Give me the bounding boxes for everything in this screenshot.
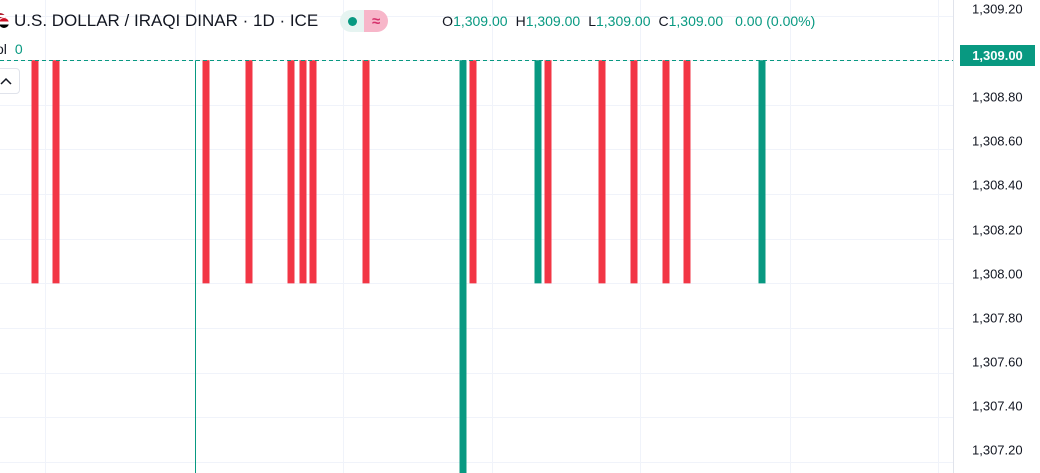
currency-flag-icon <box>0 13 10 29</box>
candle-body <box>534 60 542 284</box>
last-price-badge: 1,309.00 <box>960 45 1035 66</box>
candle-body <box>287 60 295 284</box>
price-tick-label: 1,308.60 <box>972 133 1023 149</box>
ohlc-low: L1,309.00 <box>588 13 651 29</box>
ohlc-close: C1,309.00 <box>658 13 724 29</box>
ohlc-open: O1,309.00 <box>442 13 508 29</box>
volume-value: 0 <box>14 41 23 57</box>
price-change: 0.00 (0.00%) <box>735 13 816 29</box>
candle-body <box>52 60 60 284</box>
candle-body <box>31 60 39 284</box>
candle-body <box>362 60 370 284</box>
candle-body <box>469 60 477 284</box>
price-tick-label: 1,307.60 <box>972 354 1023 370</box>
candle-body <box>630 60 638 284</box>
price-tick-label: 1,307.20 <box>972 442 1023 458</box>
volume-legend: ol 0 <box>0 41 23 57</box>
ohlc-high: H1,309.00 <box>515 13 581 29</box>
candle-body <box>202 60 210 284</box>
price-tick-label: 1,309.20 <box>972 1 1023 17</box>
ohlc-values: O1,309.00 H1,309.00 L1,309.00 C1,309.00 … <box>442 13 815 29</box>
status-pills: ≈ <box>340 10 389 32</box>
candle-body <box>299 60 307 284</box>
symbol-title[interactable]: U.S. DOLLAR / IRAQI DINAR · 1D · ICE <box>14 11 319 30</box>
price-tick-label: 1,308.40 <box>972 177 1023 193</box>
chevron-up-icon <box>0 77 12 85</box>
candle-body <box>544 60 552 284</box>
price-tick-label: 1,308.80 <box>972 89 1023 105</box>
candle-body <box>245 60 253 284</box>
candle-body <box>683 60 691 284</box>
price-tick-label: 1,307.40 <box>972 398 1023 414</box>
volume-label: ol <box>0 41 7 57</box>
candle-body <box>758 60 766 284</box>
price-tick-label: 1,308.20 <box>972 222 1023 238</box>
collapse-legend-button[interactable] <box>0 68 20 94</box>
chart-pane[interactable] <box>0 0 953 473</box>
market-open-icon[interactable] <box>340 10 365 32</box>
price-chart[interactable] <box>0 0 953 473</box>
candle-body <box>598 60 606 284</box>
candle-body <box>309 60 317 284</box>
symbol-legend: U.S. DOLLAR / IRAQI DINAR · 1D · ICE ≈ O… <box>0 8 815 34</box>
candle-body <box>662 60 670 284</box>
delayed-data-icon[interactable]: ≈ <box>364 10 389 32</box>
price-tick-label: 1,308.00 <box>972 266 1023 282</box>
price-axis[interactable]: 1,309.20 1,308.80 1,308.60 1,308.40 1,30… <box>953 0 1040 473</box>
candle-body <box>459 60 467 473</box>
price-tick-label: 1,307.80 <box>972 310 1023 326</box>
